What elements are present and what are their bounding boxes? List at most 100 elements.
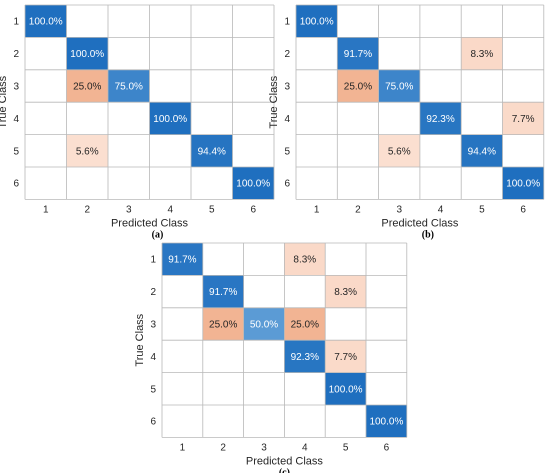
matrix-cell — [502, 167, 544, 200]
cell-value-label: 25.0% — [209, 320, 237, 331]
y-tick-label: 3 — [284, 82, 290, 93]
matrix-cell — [25, 5, 67, 38]
matrix-cell — [378, 69, 420, 103]
matrix-cell — [337, 69, 379, 103]
matrix-cell — [202, 275, 244, 308]
y-tick-label: 1 — [284, 17, 290, 28]
x-tick-label: 2 — [220, 442, 226, 453]
matrix-cell — [108, 69, 150, 103]
cell-value-label: 100.0% — [236, 179, 270, 190]
matrix-cell — [284, 340, 326, 373]
cell-value-label: 91.7% — [344, 49, 372, 60]
y-tick-label: 5 — [13, 146, 19, 157]
cell-value-label: 5.6% — [76, 146, 99, 157]
y-axis-label: True Class — [268, 75, 280, 128]
matrix-cell — [461, 134, 503, 167]
x-axis-label: Predicted Class — [246, 455, 324, 467]
matrix-cell — [284, 243, 326, 276]
cell-value-label: 25.0% — [344, 82, 372, 93]
matrix-cell — [162, 243, 203, 276]
cell-value-label: 100.0% — [506, 179, 540, 190]
matrix-cell — [66, 37, 108, 70]
matrix-cell — [325, 275, 366, 308]
x-tick-label: 6 — [384, 442, 390, 453]
cell-value-label: 75.0% — [115, 82, 143, 93]
matrix-cell — [66, 134, 108, 167]
panel-label: (a) — [152, 229, 164, 240]
matrix-cell — [366, 405, 407, 438]
matrix-cell — [296, 5, 338, 38]
y-axis-label: True Class — [0, 75, 9, 128]
x-tick-label: 4 — [302, 442, 308, 453]
matrix-cell — [284, 307, 326, 341]
matrix-cell — [202, 307, 244, 341]
x-tick-label: 5 — [209, 204, 215, 215]
cell-value-label: 50.0% — [250, 320, 278, 331]
cell-value-label: 8.3% — [334, 287, 357, 298]
confusion-matrix-b: 100.0% 91.7% 8.3% 25.0% 75.0% 92.3% 7.7% 5.6% 94… — [268, 4, 545, 240]
matrix-cell — [419, 102, 462, 135]
cell-value-label: 100.0% — [70, 49, 104, 60]
y-tick-label: 2 — [13, 49, 19, 60]
matrix-cell — [502, 102, 544, 135]
x-tick-label: 5 — [479, 204, 485, 215]
x-tick-label: 1 — [180, 442, 186, 453]
y-tick-label: 4 — [13, 114, 19, 125]
y-axis-label: True Class — [134, 313, 146, 366]
cell-value-label: 75.0% — [385, 82, 413, 93]
cell-value-label: 8.3% — [470, 49, 493, 60]
confusion-matrix-a: 100.0% 100.0% 25.0% 75.0% 100.0% 5.6% 94.4% 100… — [0, 4, 275, 240]
cell-value-label: 100.0% — [300, 17, 334, 28]
x-tick-label: 2 — [355, 204, 361, 215]
x-tick-label: 1 — [43, 204, 49, 215]
cell-value-label: 100.0% — [153, 114, 187, 125]
matrix-cell — [325, 372, 366, 405]
cell-value-label: 7.7% — [512, 114, 535, 125]
cell-value-label: 91.7% — [209, 287, 237, 298]
x-tick-label: 4 — [438, 204, 444, 215]
cell-value-label: 100.0% — [29, 17, 63, 28]
x-axis-label: Predicted Class — [381, 217, 459, 229]
matrix-cell — [325, 340, 366, 373]
x-axis-label: Predicted Class — [111, 217, 189, 229]
panel-label: (b) — [422, 229, 434, 240]
matrix-cell — [243, 307, 285, 341]
matrix-cell — [66, 69, 108, 103]
matrix-cell — [191, 134, 233, 167]
matrix-cell — [337, 37, 379, 70]
y-tick-label: 3 — [150, 320, 156, 331]
matrix-cell — [461, 37, 503, 70]
x-tick-label: 3 — [261, 442, 267, 453]
cell-value-label: 94.4% — [198, 146, 226, 157]
matrix-cell — [149, 102, 191, 135]
y-tick-label: 5 — [150, 384, 156, 395]
cell-value-label: 25.0% — [291, 320, 319, 331]
x-tick-label: 3 — [396, 204, 402, 215]
y-tick-label: 2 — [150, 287, 156, 298]
y-tick-label: 5 — [284, 146, 290, 157]
x-tick-label: 4 — [167, 204, 173, 215]
x-tick-label: 3 — [126, 204, 132, 215]
cell-value-label: 25.0% — [73, 82, 101, 93]
y-tick-label: 4 — [150, 352, 156, 363]
cell-value-label: 100.0% — [369, 417, 403, 428]
confusion-matrix-c: 91.7% 8.3% 91.7% 8.3% 25.0% 50.0% 25.0% 92.3% 7.… — [134, 242, 408, 473]
x-tick-label: 2 — [84, 204, 90, 215]
y-tick-label: 2 — [284, 49, 290, 60]
cell-value-label: 7.7% — [334, 352, 357, 363]
y-tick-label: 1 — [13, 17, 19, 28]
y-tick-label: 6 — [150, 417, 156, 428]
y-tick-label: 3 — [13, 82, 19, 93]
cell-value-label: 8.3% — [293, 255, 316, 266]
x-tick-label: 6 — [520, 204, 526, 215]
x-tick-label: 1 — [314, 204, 320, 215]
matrix-cell — [232, 167, 274, 200]
y-tick-label: 6 — [284, 179, 290, 190]
x-tick-label: 5 — [343, 442, 349, 453]
cell-value-label: 92.3% — [291, 352, 319, 363]
panel-label: (c) — [279, 467, 290, 473]
matrix-cell — [378, 134, 420, 167]
y-tick-label: 1 — [150, 255, 156, 266]
y-tick-label: 6 — [13, 179, 19, 190]
